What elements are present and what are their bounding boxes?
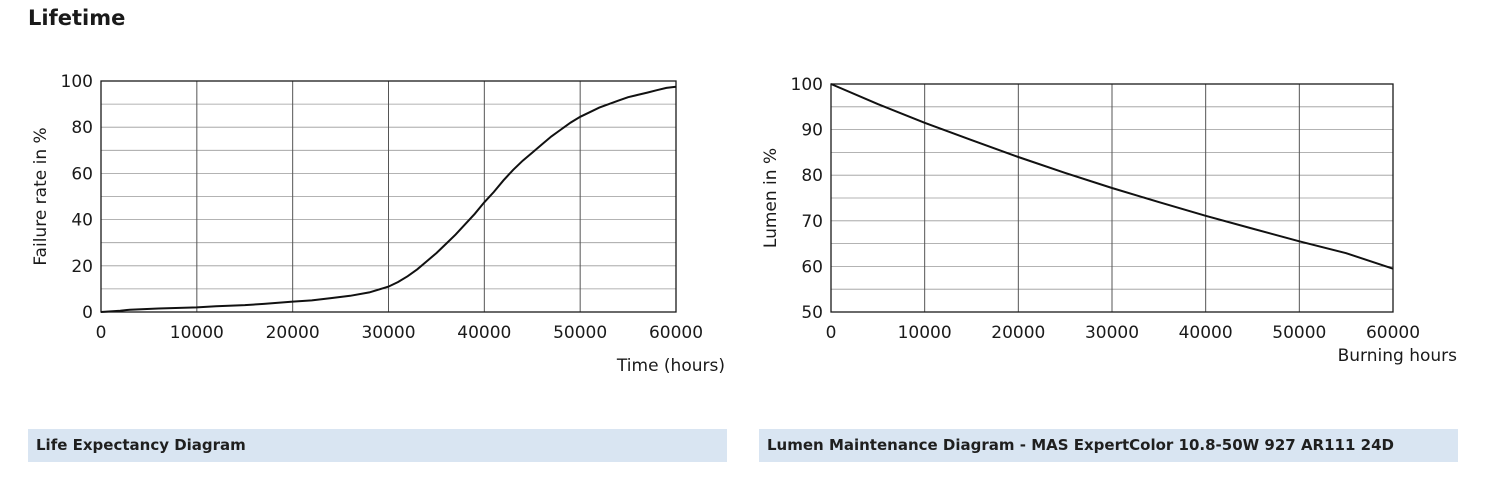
section-title: Lifetime xyxy=(28,6,126,30)
chart-1-y-tick-label: 60 xyxy=(801,257,823,277)
chart-1-plot-frame xyxy=(830,83,1394,313)
chart-0-y-tick-label: 0 xyxy=(82,303,93,323)
chart-0-series-line xyxy=(100,85,677,313)
chart-0-y-tick-label: 60 xyxy=(71,164,93,184)
chart-0-plot-frame xyxy=(100,80,677,313)
chart-1-y-tick-label: 80 xyxy=(801,166,823,186)
chart-1-x-tick-label: 60000 xyxy=(1366,323,1420,343)
life-expectancy-chart: 0 20 40 60 80 100 0 10000 20000 30000 40000 50000 60… xyxy=(31,72,725,376)
chart-1-y-axis-label: Lumen in % xyxy=(761,148,781,248)
chart-0-x-tick-label: 50000 xyxy=(553,323,607,343)
chart-1-y-tick-label: 50 xyxy=(801,303,823,323)
chart-0-y-tick-label: 20 xyxy=(71,257,93,277)
chart-0-x-tick-label: 20000 xyxy=(266,323,320,343)
chart-1-y-tick-label: 70 xyxy=(801,212,823,232)
chart-1-x-tick-label: 0 xyxy=(826,323,837,343)
chart-0-x-tick-label: 30000 xyxy=(361,323,415,343)
chart-1-series-line xyxy=(830,83,1394,270)
chart-1-x-tick-label: 10000 xyxy=(898,323,952,343)
chart-1-x-tick-label: 30000 xyxy=(1085,323,1139,343)
lumen-maintenance-caption: Lumen Maintenance Diagram - MAS ExpertCo… xyxy=(759,429,1458,462)
chart-0-y-tick-label: 100 xyxy=(61,72,93,92)
life-expectancy-caption: Life Expectancy Diagram xyxy=(28,429,727,462)
chart-0-y-tick-label: 40 xyxy=(71,211,93,231)
chart-1-x-tick-label: 20000 xyxy=(991,323,1045,343)
chart-1-x-tick-label: 40000 xyxy=(1179,323,1233,343)
chart-1-y-tick-label: 100 xyxy=(791,75,823,95)
chart-0-x-tick-label: 10000 xyxy=(170,323,224,343)
chart-0-x-tick-label: 40000 xyxy=(457,323,511,343)
chart-1-x-tick-label: 50000 xyxy=(1272,323,1326,343)
chart-0-x-tick-label: 60000 xyxy=(649,323,703,343)
chart-1-x-axis-label: Burning hours xyxy=(1338,346,1458,366)
lumen-maintenance-chart: 50 60 70 80 90 100 0 10000 20000 30000 40000 50000 6… xyxy=(761,75,1458,366)
chart-0-y-axis-label: Failure rate in % xyxy=(31,127,51,265)
chart-0-x-axis-label: Time (hours) xyxy=(616,356,725,376)
chart-1-y-tick-label: 90 xyxy=(801,121,823,141)
chart-0-x-tick-label: 0 xyxy=(96,323,107,343)
chart-0-y-tick-label: 80 xyxy=(71,118,93,138)
